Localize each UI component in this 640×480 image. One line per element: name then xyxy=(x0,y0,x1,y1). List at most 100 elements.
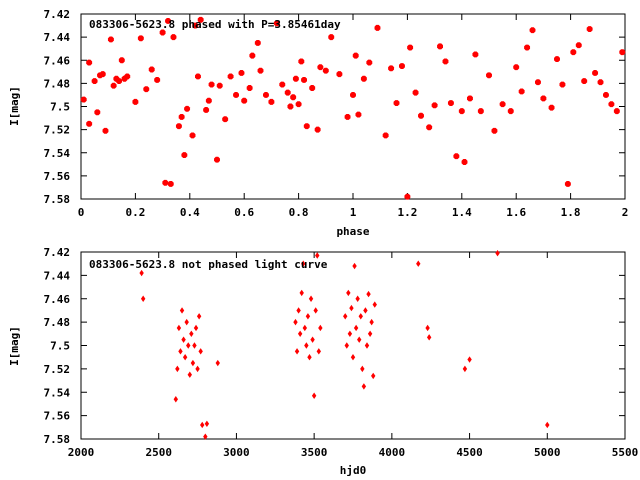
data-point xyxy=(447,100,454,106)
data-point xyxy=(343,313,348,320)
data-point xyxy=(197,16,204,23)
data-point xyxy=(110,82,117,89)
data-point xyxy=(215,359,220,367)
x-tick-label: 3000 xyxy=(223,446,250,459)
data-point xyxy=(198,348,203,355)
data-point xyxy=(124,73,131,80)
y-tick-label: 7.52 xyxy=(44,363,71,376)
x-tick-label: 2000 xyxy=(68,446,95,459)
x-tick-label: 4000 xyxy=(379,446,406,459)
data-point xyxy=(216,82,223,89)
data-point xyxy=(299,289,304,297)
data-point xyxy=(208,81,215,88)
data-point xyxy=(241,97,248,104)
data-point xyxy=(346,289,351,297)
y-tick-label: 7.42 xyxy=(44,246,71,259)
data-point xyxy=(246,85,253,91)
data-point xyxy=(350,91,356,98)
x-tick-label: 1.8 xyxy=(561,206,581,219)
data-point xyxy=(366,59,373,66)
data-point xyxy=(190,359,196,367)
data-point xyxy=(404,193,411,200)
y-tick-label: 7.58 xyxy=(44,193,71,206)
data-point xyxy=(181,336,186,343)
data-point xyxy=(287,103,294,110)
data-point xyxy=(367,330,373,338)
data-point xyxy=(477,108,484,115)
data-point xyxy=(499,101,506,108)
data-point xyxy=(290,94,297,101)
y-tick-label: 7.52 xyxy=(44,124,71,137)
data-point xyxy=(189,330,194,338)
data-point xyxy=(187,371,192,378)
data-point xyxy=(204,420,210,428)
x-tick-label: 5500 xyxy=(612,446,639,459)
data-point xyxy=(159,29,166,36)
x-tick-label: 1.4 xyxy=(452,206,472,219)
data-point xyxy=(178,348,183,355)
x-tick-label: 0.6 xyxy=(234,206,254,219)
x-axis-title: phase xyxy=(336,225,369,238)
data-point xyxy=(529,27,536,34)
data-point xyxy=(535,79,541,86)
data-point xyxy=(357,336,362,343)
data-points xyxy=(80,16,626,200)
data-point xyxy=(205,97,212,104)
data-point xyxy=(99,71,106,78)
data-point xyxy=(486,72,492,79)
data-point xyxy=(222,116,229,123)
y-tick-label: 7.5 xyxy=(50,340,70,353)
data-point xyxy=(336,71,343,78)
data-point xyxy=(425,324,430,332)
y-axis: 7.42 7.44 7.46 7.48 7.5 7.52 7.54 7.56 7.58 xyxy=(44,246,625,446)
data-point xyxy=(495,249,500,257)
data-point xyxy=(613,108,620,115)
data-point xyxy=(575,42,582,49)
data-point xyxy=(292,75,299,82)
data-point xyxy=(458,108,465,115)
data-point xyxy=(317,64,324,71)
x-tick-label: 0.2 xyxy=(125,206,145,219)
data-point xyxy=(548,104,555,111)
data-point xyxy=(116,78,123,85)
x-tick-label: 2 xyxy=(622,206,629,219)
x-axis-title: hjd0 xyxy=(340,464,367,477)
data-point xyxy=(181,152,188,159)
data-point xyxy=(192,342,197,349)
data-point xyxy=(352,262,357,270)
data-point xyxy=(102,127,109,134)
data-point xyxy=(257,67,264,74)
data-point xyxy=(442,58,449,65)
y-axis-title: I[mag] xyxy=(8,86,21,126)
data-point xyxy=(586,26,593,32)
data-point xyxy=(137,35,144,42)
x-tick-label: 4500 xyxy=(456,446,483,459)
data-point xyxy=(176,324,182,332)
y-tick-label: 7.56 xyxy=(44,410,71,423)
data-point xyxy=(189,132,196,139)
data-point xyxy=(366,290,371,298)
data-point xyxy=(132,98,139,105)
data-point xyxy=(369,318,374,326)
y-axis-title: I[mag] xyxy=(8,326,21,366)
data-point xyxy=(175,123,182,130)
data-point xyxy=(374,24,381,31)
data-point xyxy=(140,295,146,302)
x-tick-label: 3500 xyxy=(301,446,328,459)
data-point xyxy=(184,105,191,112)
data-point xyxy=(284,89,291,96)
data-point xyxy=(472,51,479,58)
data-point xyxy=(603,91,609,98)
data-point xyxy=(179,307,185,314)
x-tick-label: 1 xyxy=(350,206,357,219)
data-point xyxy=(371,372,376,380)
data-point xyxy=(360,75,367,82)
data-point xyxy=(316,348,322,355)
plot-frame xyxy=(80,251,626,440)
data-point xyxy=(388,65,395,72)
data-point xyxy=(298,58,305,65)
x-tick-label: 1.6 xyxy=(506,206,526,219)
y-tick-label: 7.56 xyxy=(44,170,71,183)
data-point xyxy=(360,365,365,373)
